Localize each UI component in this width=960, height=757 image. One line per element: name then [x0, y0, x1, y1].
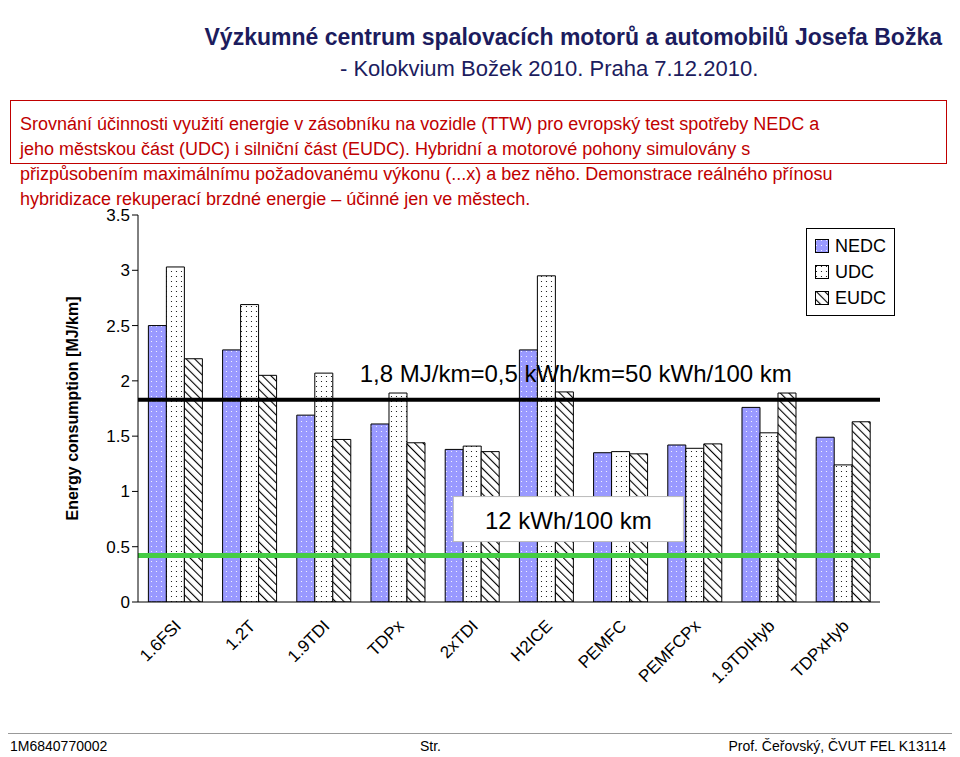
svg-text:3.5: 3.5 [106, 206, 130, 225]
svg-text:TDPxHyb: TDPxHyb [788, 616, 853, 681]
html-text:1M6840770002: 1M6840770002 [10, 738, 108, 754]
svg-text:1.6FSI: 1.6FSI [136, 616, 185, 665]
svg-text:Energy consumption [MJ/km]: Energy consumption [MJ/km] [64, 296, 81, 520]
html-text:UDC: UDC [835, 262, 874, 282]
html-text:Prof. Čeřovský, ČVUT FEL K1311: Prof. Čeřovský, ČVUT FEL K13114 [728, 738, 946, 754]
html-text:přizpůsobením maximálnímu poža: přizpůsobením maximálnímu požadovanému v… [20, 164, 833, 184]
html-text:Str.: Str. [420, 738, 441, 754]
svg-text:1.2T: 1.2T [222, 616, 259, 653]
svg-text:2: 2 [121, 372, 130, 391]
svg-text:PEMFC: PEMFC [575, 616, 631, 672]
svg-text:3: 3 [121, 261, 130, 280]
html-text:Srovnání účinnosti využití ene: Srovnání účinnosti využití energie v zás… [20, 114, 820, 134]
html-text:EUDC: EUDC [835, 288, 886, 308]
html-text:jeho městskou část (UDC) i sil: jeho městskou část (UDC) i silniční část… [20, 139, 751, 159]
svg-text:1,8 MJ/km=0,5 kWh/km=50 kWh/10: 1,8 MJ/km=0,5 kWh/km=50 kWh/100 km [360, 360, 792, 387]
svg-text:0: 0 [121, 593, 130, 612]
html-text:NEDC: NEDC [835, 236, 886, 256]
svg-text:1.9TDIHyb: 1.9TDIHyb [708, 616, 779, 687]
html-text:hybridizace rekuperací brzdné: hybridizace rekuperací brzdné energie – … [20, 189, 531, 209]
html-text:Výzkumné centrum spalovacích m: Výzkumné centrum spalovacích motorů a au… [204, 24, 942, 50]
html-text:- Kolokvium Božek 2010. Praha: - Kolokvium Božek 2010. Praha 7.12.2010. [340, 56, 759, 81]
svg-text:0.5: 0.5 [106, 538, 130, 557]
svg-text:12 kWh/100 km: 12 kWh/100 km [485, 507, 652, 534]
svg-text:1.5: 1.5 [106, 427, 130, 446]
svg-text:2.5: 2.5 [106, 317, 130, 336]
svg-text:PEMFCPx: PEMFCPx [635, 616, 705, 686]
svg-text:1.9TDI: 1.9TDI [284, 616, 334, 666]
svg-text:TDPx: TDPx [364, 616, 408, 660]
svg-text:1: 1 [121, 482, 130, 501]
svg-text:H2ICE: H2ICE [507, 616, 556, 665]
svg-text:2xTDI: 2xTDI [436, 616, 481, 661]
